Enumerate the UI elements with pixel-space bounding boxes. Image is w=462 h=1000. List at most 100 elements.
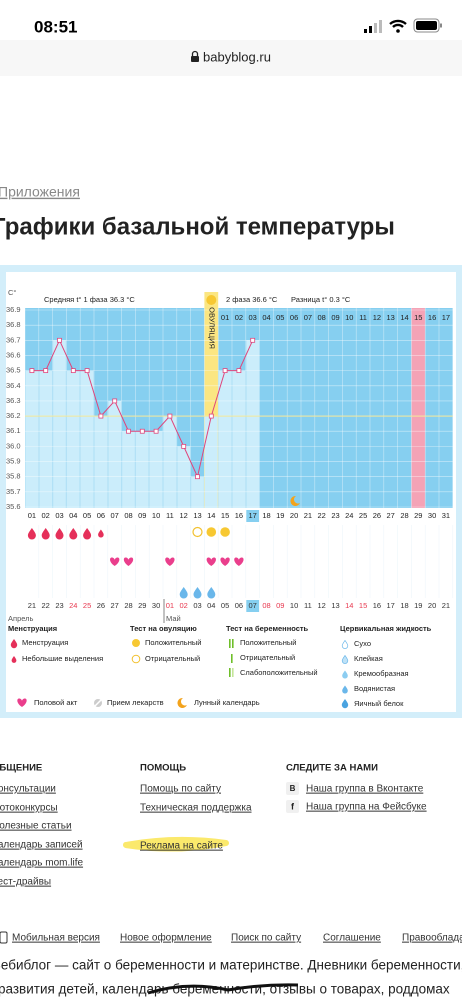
phase2-day-label: 12 <box>373 313 381 322</box>
phase2-average: 2 фаза 36.6 °С <box>226 295 278 304</box>
legend-item: Клейкая <box>354 654 383 663</box>
temperature-bar <box>218 370 232 508</box>
footer-link[interactable]: Реклама на сайте <box>140 841 223 852</box>
date-label: 11 <box>304 601 312 610</box>
date-label: 21 <box>442 601 450 610</box>
footer-heading: СЛЕДИТЕ ЗА НАМИ <box>286 763 378 774</box>
phase2-day-label: 05 <box>276 313 284 322</box>
y-tick-label: 36.1 <box>6 426 21 435</box>
x-tick-label: 12 <box>180 511 188 520</box>
temperature-point <box>195 474 200 480</box>
y-tick-label: 36.4 <box>6 381 21 390</box>
legend-item: Прием лекарств <box>107 698 164 707</box>
date-label: 23 <box>55 601 63 610</box>
temperature-bar <box>53 340 66 508</box>
temperature-point <box>167 413 173 419</box>
url: babyblog.ru <box>203 49 271 64</box>
temperature-bar <box>108 400 122 508</box>
breadcrumb[interactable]: Приложения <box>0 184 80 200</box>
footer-link[interactable]: Поиск по сайту <box>231 933 301 944</box>
y-tick-label: 35.8 <box>6 472 21 481</box>
footer-link[interactable]: Новое оформление <box>120 932 212 944</box>
phase2-day-label: 15 <box>414 313 422 322</box>
temperature-point <box>153 428 159 434</box>
footer-link[interactable]: Правообладателям <box>402 932 462 944</box>
x-tick-label: 16 <box>235 511 243 520</box>
x-tick-label: 14 <box>207 511 215 520</box>
date-label: 02 <box>180 601 188 610</box>
x-tick-label: 21 <box>304 511 312 520</box>
date-label: 21 <box>28 601 36 610</box>
ovulation-label: ОВУЛЯЦИЯ <box>207 307 216 349</box>
temperature-bar <box>122 431 135 508</box>
temperature-bar <box>163 416 177 508</box>
today-highlight <box>246 510 260 522</box>
phase2-day-label: 11 <box>359 313 367 322</box>
phase2-day-label: 07 <box>304 313 312 322</box>
legend-title: Тест на беременность <box>226 624 309 633</box>
footer-link[interactable]: Фотоконкурсы <box>0 803 58 814</box>
y-tick-label: 36.8 <box>6 320 21 329</box>
footer-link[interactable]: Наша группа на Фейсбуке <box>306 801 427 813</box>
footer-link[interactable]: Тест-драйвы <box>0 877 51 888</box>
phase2-day-label: 17 <box>442 313 450 322</box>
address-bar[interactable]: babyblog.ru <box>0 40 462 76</box>
today-highlight <box>246 600 260 612</box>
date-label: 03 <box>193 601 201 610</box>
temperature-bar <box>94 416 108 508</box>
date-label: 18 <box>400 601 408 610</box>
phase2-day-label: 14 <box>400 313 408 322</box>
footer-link[interactable]: Полезные статьи <box>0 821 72 832</box>
footer-link[interactable]: Календарь mom.life <box>0 858 83 869</box>
y-tick-label: 36.2 <box>6 411 21 420</box>
date-label: 08 <box>262 601 270 610</box>
month-label: Май <box>166 614 181 623</box>
fb-icon: f <box>291 801 295 811</box>
date-label: 27 <box>111 601 119 610</box>
temperature-bar <box>232 370 246 508</box>
y-tick-label: 36.7 <box>6 335 21 344</box>
date-label: 05 <box>221 601 229 610</box>
date-label: 14 <box>345 601 353 610</box>
footer-link[interactable]: Техническая поддержка <box>140 803 252 814</box>
y-unit: С° <box>8 288 16 297</box>
temperature-point <box>208 413 214 419</box>
temperature-point <box>236 368 242 374</box>
ovulation-marker <box>206 295 217 305</box>
date-label: 12 <box>318 601 326 610</box>
x-tick-label: 18 <box>262 511 270 520</box>
x-tick-label: 29 <box>414 511 422 520</box>
date-label: 26 <box>97 601 105 610</box>
footer-link[interactable]: Мобильная версия <box>12 932 100 944</box>
pink-column <box>411 308 426 508</box>
x-tick-label: 31 <box>442 511 450 520</box>
footer-heading: ОБЩЕНИЕ <box>0 763 42 774</box>
temperature-point <box>139 428 145 434</box>
footer-link[interactable]: Соглашение <box>323 933 381 944</box>
footer-link[interactable]: Помощь по сайту <box>140 784 221 795</box>
legend-item: Кремообразная <box>354 669 409 678</box>
date-label: 01 <box>166 601 174 610</box>
temperature-bar <box>149 431 163 508</box>
scribble <box>147 983 299 995</box>
x-tick-label: 17 <box>249 511 257 520</box>
date-label: 06 <box>235 601 243 610</box>
date-label: 20 <box>428 601 436 610</box>
x-tick-label: 13 <box>193 511 201 520</box>
date-label: 24 <box>69 601 77 610</box>
legend-item: Небольшие выделения <box>22 654 103 663</box>
footer-link[interactable]: Наша группа в Вконтакте <box>306 784 424 795</box>
phase2-day-label: 02 <box>235 313 243 322</box>
date-label: 04 <box>207 601 215 610</box>
x-tick-label: 07 <box>111 511 119 520</box>
date-label: 28 <box>124 601 132 610</box>
footer-link[interactable]: Консультации <box>0 784 56 795</box>
temperature-bar <box>66 370 80 508</box>
x-tick-label: 09 <box>138 511 146 520</box>
footer-link[interactable]: Календарь записей <box>0 840 83 851</box>
legend-item: Сухо <box>354 639 371 648</box>
temperature-bar <box>135 431 149 508</box>
status-icons <box>364 18 442 33</box>
y-tick-label: 36.3 <box>6 396 21 405</box>
